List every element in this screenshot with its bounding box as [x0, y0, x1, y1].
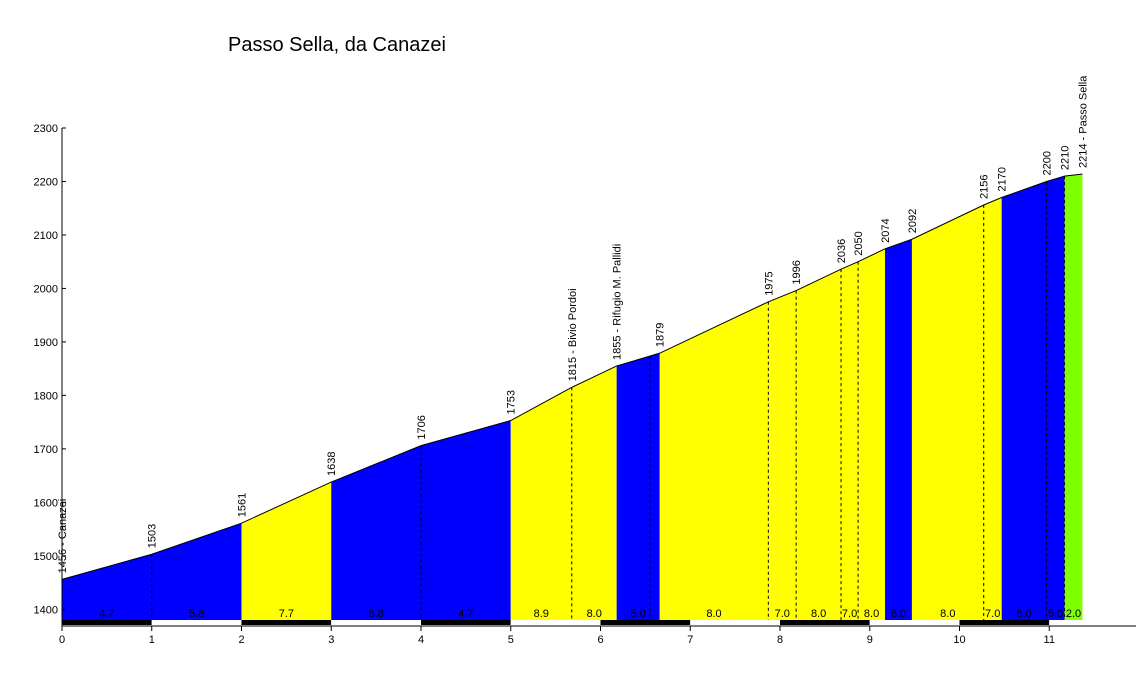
y-tick-label-1800: 1800 [34, 390, 58, 402]
x-tick-label-1: 1 [149, 634, 155, 646]
elevation-label-13: 2074 [880, 218, 892, 242]
elevation-label-4: 1706 [416, 415, 428, 439]
elevation-label-3: 1638 [326, 452, 338, 476]
elevation-label-5: 1753 [506, 390, 518, 414]
km-bar-2 [241, 620, 332, 625]
gradient-label-7: 5.0 [631, 608, 646, 620]
x-tick-label-0: 0 [59, 634, 65, 646]
elevation-label-15: 2156 [979, 175, 991, 199]
gradient-label-18: 2.0 [1066, 608, 1081, 620]
x-tick-label-11: 11 [1044, 634, 1055, 646]
elevation-label-1: 1503 [147, 524, 159, 548]
gradient-label-14: 8.0 [940, 608, 955, 620]
y-tick-label-2200: 2200 [34, 176, 58, 188]
y-tick-label-2100: 2100 [34, 230, 58, 242]
km-bar-11 [1049, 620, 1136, 625]
elevation-label-14: 2092 [907, 209, 919, 233]
gradient-label-16: 6.0 [1016, 608, 1031, 620]
profile-segment-3 [510, 365, 617, 620]
profile-segment-7 [911, 197, 1002, 621]
y-tick-label-2300: 2300 [34, 123, 58, 135]
elevation-label-7: 1855 - Rifugio M. Pallidi [612, 244, 624, 360]
elevation-label-9: 1975 [763, 271, 775, 295]
x-tick-label-4: 4 [418, 634, 424, 646]
profile-segment-4 [616, 353, 660, 620]
gradient-label-15: 7.0 [985, 608, 1000, 620]
gradient-label-10: 8.0 [811, 608, 826, 620]
gradient-label-5: 8.9 [534, 608, 549, 620]
x-tick-label-10: 10 [953, 634, 965, 646]
gradient-label-4: 4.7 [458, 608, 473, 620]
profile-segment-5 [659, 248, 886, 620]
x-tick-label-9: 9 [867, 634, 873, 646]
x-tick-label-7: 7 [687, 634, 693, 646]
y-tick-label-1900: 1900 [34, 337, 58, 349]
profile-segment-6 [885, 239, 912, 620]
profile-segment-0 [62, 523, 242, 620]
gradient-label-9: 7.0 [775, 608, 790, 620]
gradient-label-layer: 4.7 5.8 7.7 6.8 4.7 8.9 8.0 5.0 8.0 7.0 8.0 7.0 8.0 6… [99, 608, 1081, 620]
x-tick-label-8: 8 [777, 634, 783, 646]
km-bar-10 [959, 620, 1050, 625]
x-tick-label-5: 5 [508, 634, 514, 646]
km-bar-8 [780, 620, 870, 625]
gradient-label-17: 5.0 [1048, 608, 1063, 620]
km-bar-9 [869, 620, 960, 625]
km-bar-5 [510, 620, 601, 625]
km-bar-0 [62, 620, 152, 625]
y-tick-label-2000: 2000 [34, 283, 58, 295]
elevation-label-18: 2210 [1060, 146, 1072, 170]
profile-outline-layer [61, 173, 1083, 580]
elevation-label-8: 1879 [655, 323, 667, 347]
x-tick-label-3: 3 [328, 634, 334, 646]
elevation-label-17: 2200 [1042, 151, 1054, 175]
km-bar-3 [331, 620, 421, 625]
profile-segment-8 [1001, 176, 1065, 620]
gradient-label-0: 4.7 [99, 608, 114, 620]
profile-outline [61, 173, 1083, 580]
elevation-label-2: 1561 [237, 493, 249, 517]
gradient-label-11: 7.0 [842, 608, 857, 620]
elevation-label-19: 2214 - Passo Sella [1077, 75, 1089, 168]
elevation-label-6: 1815 - Bivio Pordoi [567, 288, 579, 381]
elevation-label-layer: 1456 - Canazei 1503 1561 1638 1706 1753 1815 -… [57, 75, 1089, 574]
elevation-label-10: 1996 [791, 260, 803, 284]
km-bar-layer [62, 620, 1136, 625]
y-tick-label-1600: 1600 [34, 497, 58, 509]
profile-segment-9 [1064, 173, 1083, 620]
profile-segment-1 [241, 482, 332, 620]
x-tick-label-2: 2 [238, 634, 244, 646]
profile-fill-layer [62, 173, 1083, 621]
gradient-label-13: 6.0 [891, 608, 906, 620]
elevation-label-12: 2050 [853, 231, 865, 255]
km-marker-layer [151, 176, 1066, 620]
y-tick-label-1400: 1400 [34, 604, 58, 616]
gradient-label-2: 7.7 [279, 608, 294, 620]
chart-title: Passo Sella, da Canazei [228, 34, 446, 56]
gradient-label-1: 5.8 [189, 608, 204, 620]
gradient-label-3: 6.8 [368, 608, 383, 620]
y-tick-label-1700: 1700 [34, 444, 58, 456]
km-bar-4 [421, 620, 511, 625]
axes-layer: 1400150016001700180019002000210022002300… [34, 123, 1136, 646]
km-bar-1 [151, 620, 242, 625]
gradient-label-6: 8.0 [587, 608, 602, 620]
elevation-label-11: 2036 [836, 239, 848, 263]
km-bar-6 [600, 620, 691, 625]
elevation-label-16: 2170 [997, 167, 1009, 191]
y-tick-label-1500: 1500 [34, 551, 58, 563]
km-bar-7 [690, 620, 780, 625]
elevation-label-0: 1456 - Canazei [57, 499, 69, 574]
x-tick-label-6: 6 [597, 634, 603, 646]
gradient-label-8: 8.0 [706, 608, 721, 620]
gradient-label-12: 8.0 [864, 608, 879, 620]
